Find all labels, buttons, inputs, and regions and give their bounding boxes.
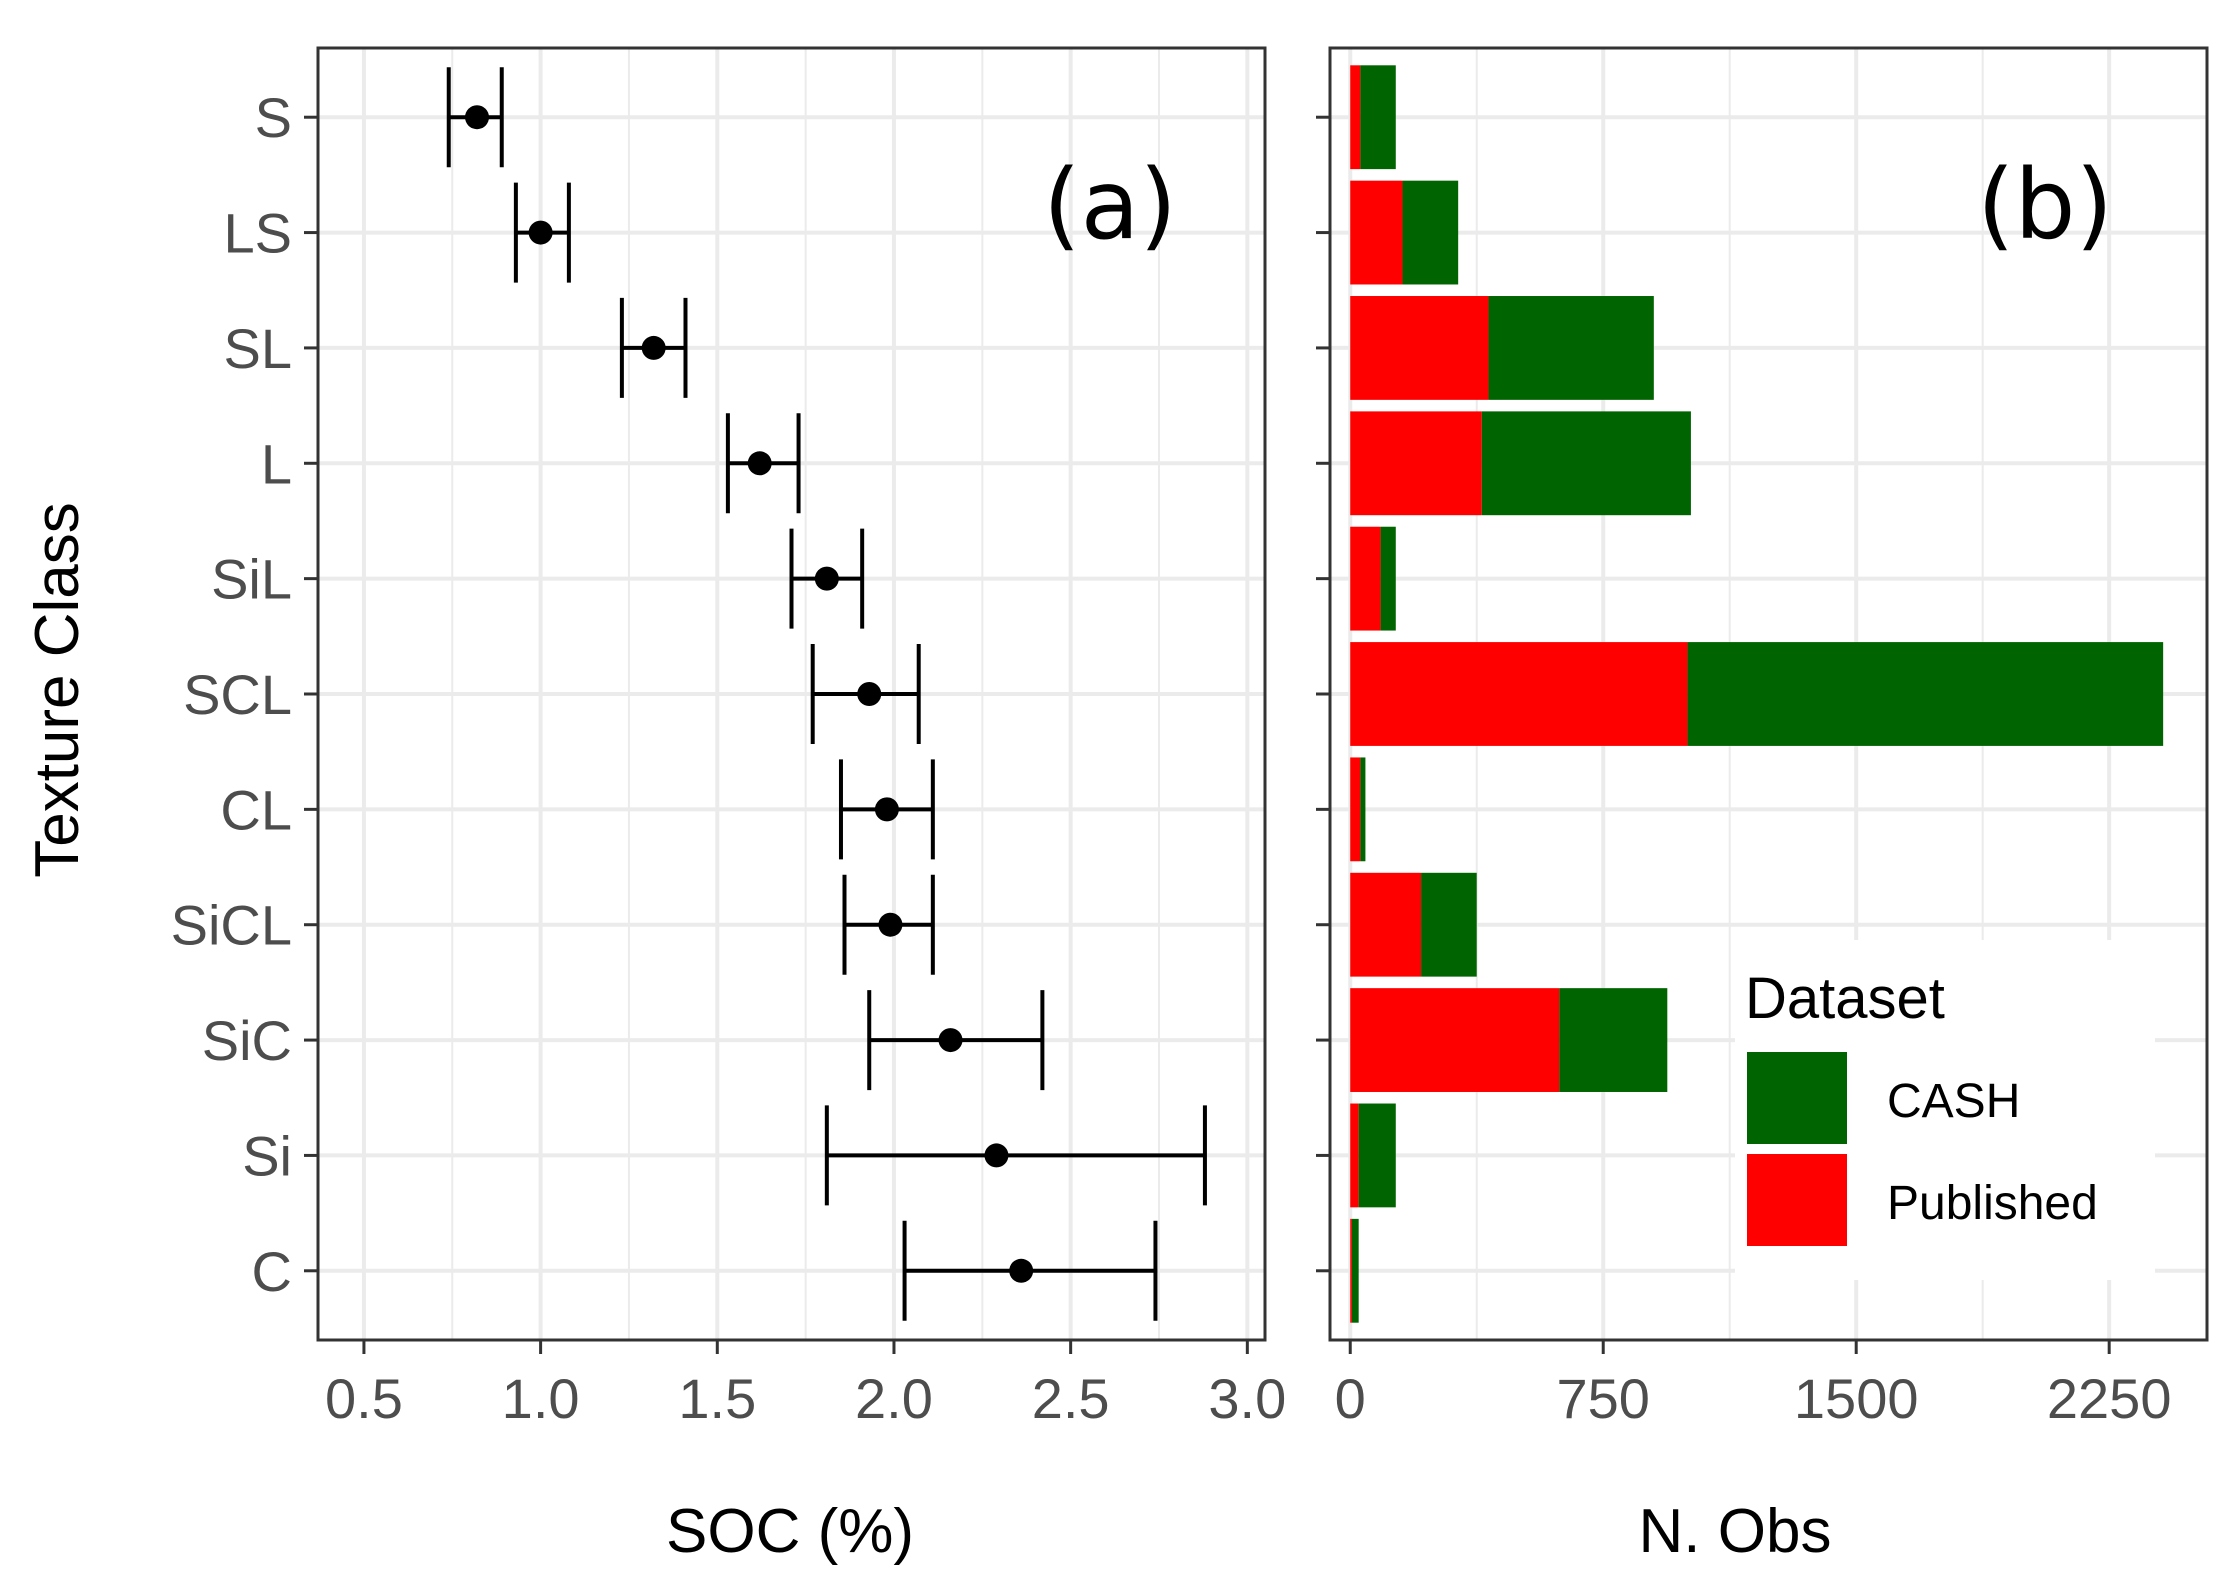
x-tick-label-b: 1500	[1794, 1367, 1919, 1430]
bar-cash-c	[1351, 1218, 1359, 1323]
bar-cash-sic	[1559, 988, 1668, 1092]
x-tick-label-a: 2.0	[855, 1367, 933, 1430]
bar-cash-si	[1358, 1103, 1396, 1208]
bar-published-sic	[1350, 988, 1560, 1092]
y-tick-label-cl: CL	[220, 778, 292, 841]
bar-cash-s	[1360, 65, 1396, 170]
legend-key-cash	[1747, 1052, 1847, 1144]
bar-cash-sicl	[1421, 872, 1477, 977]
y-tick-label-sl: SL	[224, 317, 293, 380]
bar-published-cl	[1350, 757, 1361, 862]
point-l	[747, 451, 772, 476]
bar-published-si	[1350, 1103, 1359, 1208]
x-tick-label-b: 750	[1557, 1367, 1650, 1430]
point-sicl	[878, 912, 903, 937]
bar-published-scl	[1350, 642, 1688, 746]
bar-cash-scl	[1687, 642, 2164, 746]
x-tick-label-a: 1.0	[502, 1367, 580, 1430]
x-tick-label-a: 2.5	[1032, 1367, 1110, 1430]
bar-published-ls	[1350, 180, 1403, 285]
point-si	[984, 1143, 1009, 1168]
x-tick-label-a: 1.5	[678, 1367, 756, 1430]
point-sil	[814, 566, 839, 591]
y-axis-title: Texture Class	[23, 502, 92, 878]
panel-b-border	[1328, 46, 2209, 1342]
legend-key-published	[1747, 1154, 1847, 1246]
y-tick-label-s: S	[255, 86, 292, 149]
x-axis-title-a: SOC (%)	[666, 1497, 914, 1566]
legend-title: Dataset	[1745, 966, 1945, 1031]
point-cl	[874, 797, 899, 822]
y-tick-label-ls: LS	[224, 202, 293, 265]
point-sic	[938, 1028, 963, 1053]
bar-cash-ls	[1402, 180, 1459, 285]
legend-label-published: Published	[1887, 1177, 2098, 1230]
bar-published-sicl	[1350, 872, 1422, 977]
bar-cash-sil	[1380, 526, 1396, 631]
bar-published-sil	[1350, 526, 1381, 631]
bar-published-sl	[1350, 296, 1489, 400]
y-tick-label-sil: SiL	[211, 548, 292, 611]
panel-a-border	[316, 46, 1267, 1342]
x-tick-label-b: 2250	[2047, 1367, 2172, 1430]
y-tick-label-c: C	[252, 1240, 292, 1303]
x-tick-label-a: 0.5	[325, 1367, 403, 1430]
x-tick-label-b: 0	[1335, 1367, 1366, 1430]
y-tick-label-si: Si	[242, 1124, 292, 1187]
point-ls	[528, 220, 553, 245]
point-scl	[857, 682, 882, 706]
y-tick-label-sic: SiC	[202, 1009, 292, 1072]
x-tick-label-a: 3.0	[1208, 1367, 1286, 1430]
point-c	[1009, 1258, 1034, 1283]
legend: Dataset CASH Published	[1735, 940, 2155, 1280]
bar-published-c	[1350, 1218, 1352, 1323]
point-s	[465, 105, 490, 130]
legend-label-cash: CASH	[1887, 1075, 2020, 1128]
bar-cash-cl	[1360, 757, 1366, 862]
y-tick-label-sicl: SiCL	[171, 894, 292, 957]
bar-published-s	[1350, 65, 1361, 170]
y-tick-label-scl: SCL	[183, 663, 292, 726]
panel-b-label: (b)	[1977, 149, 2113, 261]
y-tick-label-l: L	[261, 432, 292, 495]
x-axis-title-b: N. Obs	[1639, 1497, 1832, 1566]
bar-published-l	[1350, 411, 1482, 516]
point-sl	[641, 335, 666, 360]
panel-a-label: (a)	[1043, 149, 1177, 261]
bar-cash-sl	[1488, 296, 1654, 400]
bar-cash-l	[1481, 411, 1691, 516]
